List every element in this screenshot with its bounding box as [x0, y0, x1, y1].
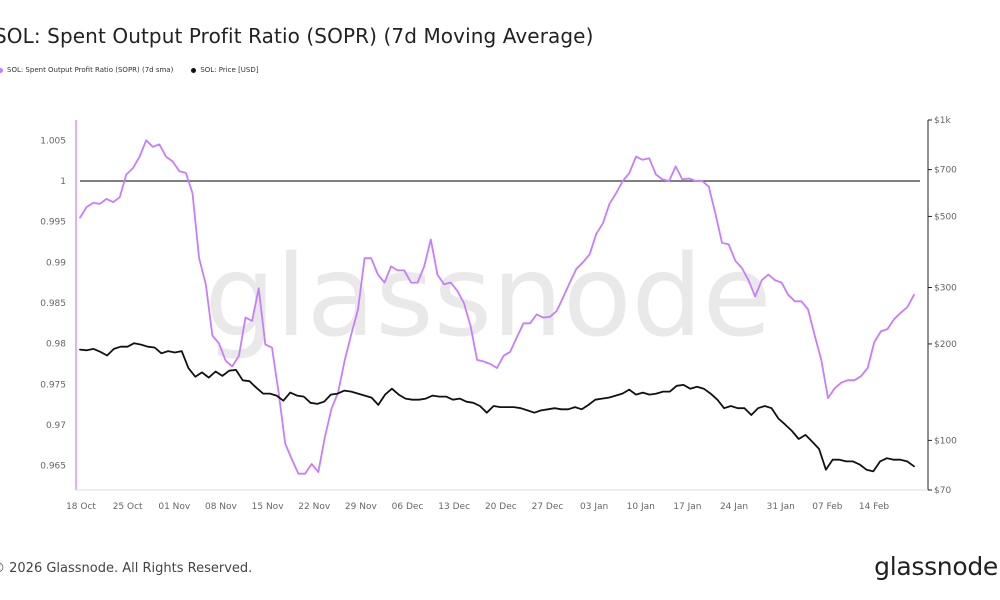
x-tick-label: 18 Oct — [66, 502, 96, 512]
y-right-tick-label: $1k — [934, 116, 951, 126]
chart-title: SOL: Spent Output Profit Ratio (SOPR) (7… — [0, 24, 594, 48]
x-tick-label: 13 Dec — [438, 502, 470, 512]
legend-item-price[interactable]: SOL: Price [USD] — [191, 66, 259, 74]
y-left-tick-label: 0.965 — [40, 462, 66, 472]
brand-logo: glassnode — [874, 552, 998, 581]
legend-item-sopr[interactable]: SOL: Spent Output Profit Ratio (SOPR) (7… — [0, 66, 173, 74]
y-right-tick-label: $100 — [934, 436, 957, 446]
x-tick-label: 27 Dec — [532, 502, 564, 512]
x-tick-label: 29 Nov — [345, 502, 378, 512]
series-line-price — [79, 342, 915, 473]
y-right-tick-label: $200 — [934, 340, 957, 350]
y-left-tick-label: 0.99 — [46, 258, 66, 268]
x-tick-label: 25 Oct — [113, 502, 143, 512]
y-right-tick-label: $300 — [934, 284, 957, 294]
x-tick-label: 17 Jan — [673, 502, 701, 512]
y-left-tick-label: 0.975 — [40, 380, 66, 390]
x-tick-label: 07 Feb — [812, 502, 843, 512]
y-right-tick-label: $700 — [934, 166, 957, 176]
legend-swatch-sopr — [0, 67, 3, 73]
x-tick-label: 15 Nov — [252, 502, 285, 512]
x-tick-label: 03 Jan — [580, 502, 608, 512]
y-left-tick-label: 0.995 — [40, 218, 66, 228]
y-right-tick-label: $70 — [934, 486, 951, 496]
series-line-sopr — [79, 139, 915, 475]
legend-swatch-price — [191, 67, 197, 73]
x-tick-label: 06 Dec — [392, 502, 424, 512]
y-left-tick-label: 1.005 — [40, 136, 66, 146]
legend-label-sopr: SOL: Spent Output Profit Ratio (SOPR) (7… — [7, 66, 174, 74]
copyright-text: © 2026 Glassnode. All Rights Reserved. — [0, 561, 253, 576]
x-tick-label: 10 Jan — [627, 502, 655, 512]
y-right-tick-label: $500 — [934, 212, 957, 222]
x-tick-label: 20 Dec — [485, 502, 517, 512]
x-tick-label: 22 Nov — [298, 502, 331, 512]
chart-legend: SOL: Spent Output Profit Ratio (SOPR) (7… — [0, 66, 277, 74]
x-tick-label: 14 Feb — [859, 502, 890, 512]
x-tick-label: 24 Jan — [720, 502, 748, 512]
x-tick-label: 08 Nov — [205, 502, 238, 512]
y-left-tick-label: 0.985 — [40, 299, 66, 309]
x-tick-label: 01 Nov — [158, 502, 191, 512]
legend-label-price: SOL: Price [USD] — [200, 66, 259, 74]
y-left-tick-label: 1 — [60, 177, 66, 187]
y-left-tick-label: 0.98 — [46, 340, 66, 350]
watermark-text: glassnode — [204, 232, 771, 362]
x-tick-label: 31 Jan — [767, 502, 795, 512]
y-left-tick-label: 0.97 — [46, 421, 66, 431]
